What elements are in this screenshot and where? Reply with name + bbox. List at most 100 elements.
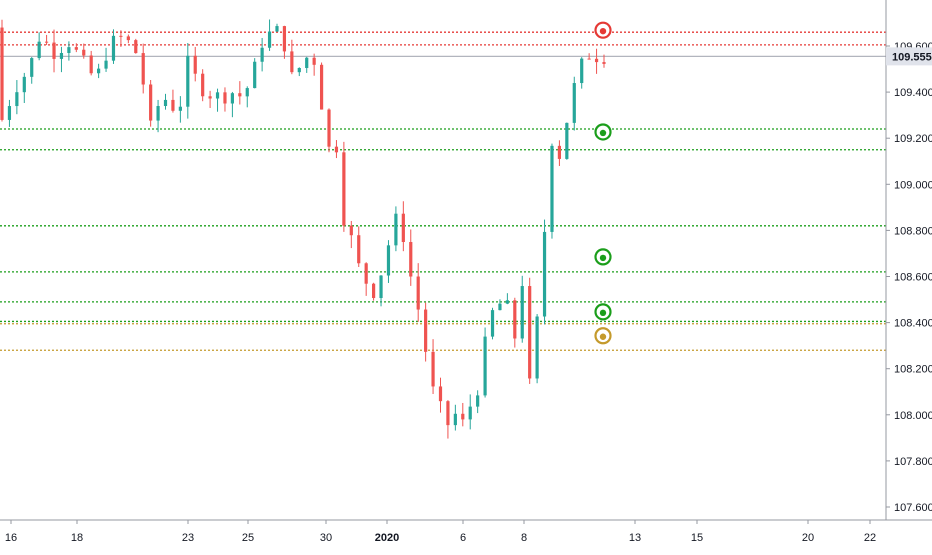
level-markers <box>594 21 612 345</box>
price-tick-label: 107.800 <box>894 456 932 468</box>
level-marker-icon[interactable] <box>594 123 612 141</box>
candlestick-series <box>0 19 606 439</box>
price-tick-label: 109.000 <box>894 179 932 191</box>
candle <box>505 293 509 305</box>
candle <box>327 108 331 153</box>
candle <box>594 48 599 74</box>
candle-body <box>238 93 242 97</box>
candle-body <box>476 395 480 407</box>
candle-body <box>15 92 19 107</box>
candle-body <box>334 146 339 153</box>
candle-body <box>201 73 205 97</box>
candle-body <box>67 47 71 53</box>
marker-dot <box>599 129 607 137</box>
candle <box>572 76 576 131</box>
candle-body <box>82 49 86 56</box>
candle <box>230 91 234 118</box>
candle <box>513 297 517 348</box>
time-tick-label: 16 <box>5 532 17 544</box>
candle-body <box>171 99 175 111</box>
time-tick-label: 30 <box>320 532 332 544</box>
candle-body <box>97 68 101 74</box>
candle-body <box>59 52 64 59</box>
marker-dot <box>599 27 607 35</box>
candle <box>520 275 524 343</box>
candle <box>349 220 353 249</box>
candle <box>104 47 108 72</box>
candle <box>208 90 212 108</box>
candle <box>409 229 413 286</box>
candle-body <box>446 401 450 426</box>
candle <box>134 38 138 54</box>
level-marker-icon[interactable] <box>594 21 612 39</box>
candle <box>215 88 220 112</box>
candle <box>0 19 4 122</box>
price-axis-bg <box>886 0 932 520</box>
candle <box>119 30 123 47</box>
candle <box>253 58 257 89</box>
candle <box>245 86 249 108</box>
candle <box>290 39 294 75</box>
candle-body <box>401 213 405 243</box>
candle-body <box>44 41 49 43</box>
candle <box>438 377 443 413</box>
candle-body <box>215 92 220 99</box>
candle-body <box>461 413 465 420</box>
time-tick-label: 2020 <box>375 532 399 544</box>
candle-body <box>126 36 130 41</box>
level-marker-icon[interactable] <box>594 248 612 266</box>
candle <box>416 263 420 322</box>
candle <box>149 80 153 127</box>
level-marker-icon[interactable] <box>594 303 612 321</box>
candle-body <box>52 42 56 59</box>
candle <box>602 54 606 68</box>
candle-body <box>156 106 160 121</box>
candle <box>178 96 182 123</box>
candle-body <box>364 263 368 284</box>
candle <box>15 80 19 115</box>
candle-body <box>178 106 182 111</box>
candle <box>528 277 532 384</box>
candle <box>74 43 78 53</box>
candle <box>186 42 190 119</box>
price-axis[interactable]: 109.600109.400109.200109.000108.800108.6… <box>885 0 932 520</box>
candle-body <box>468 406 472 420</box>
candle-body <box>587 58 591 60</box>
candle-body <box>119 35 123 37</box>
candle-body <box>111 35 116 61</box>
candle-body <box>319 64 324 110</box>
candle-body <box>327 109 331 147</box>
candle <box>565 122 569 160</box>
candle-body <box>342 152 346 226</box>
candle-body <box>520 286 524 339</box>
candle <box>587 53 591 60</box>
candle <box>334 140 339 159</box>
level-marker-icon[interactable] <box>594 327 612 345</box>
candle <box>431 339 435 394</box>
candle-body <box>349 225 353 236</box>
candle-body <box>37 41 41 59</box>
price-tick-label: 108.800 <box>894 225 932 237</box>
candle-body <box>223 92 227 104</box>
candle-body <box>230 93 234 104</box>
price-tick-label: 108.000 <box>894 410 932 422</box>
horizontal-levels <box>0 31 886 351</box>
candle-body <box>89 55 93 74</box>
last-price-label: 109.555 <box>886 47 932 66</box>
candle <box>59 46 64 73</box>
time-axis[interactable]: 16 18 23 25 30 2020 6 8 13 15 20 22 <box>0 519 932 544</box>
candle-body <box>104 60 108 69</box>
candle <box>461 402 465 427</box>
candle <box>97 63 101 79</box>
candle-body <box>282 26 287 52</box>
candle <box>260 37 264 72</box>
candle-body <box>312 57 316 65</box>
candle <box>22 72 26 103</box>
candle <box>141 43 145 94</box>
candle <box>490 307 495 340</box>
candle-body <box>245 88 249 97</box>
candle-body <box>275 26 279 32</box>
candle-body <box>542 231 547 317</box>
